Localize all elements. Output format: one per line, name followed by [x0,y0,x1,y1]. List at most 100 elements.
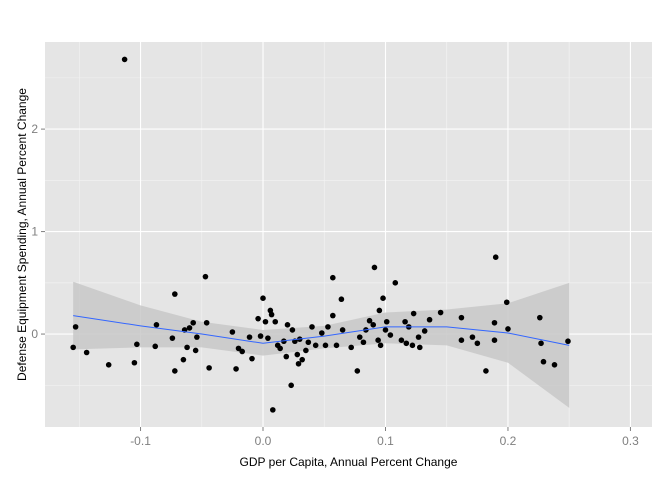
point [469,334,476,340]
point [283,353,290,360]
point [537,314,543,321]
point [398,337,405,344]
x-axis-label: GDP per Capita, Annual Percent Change [240,455,458,469]
point [483,368,489,374]
point [262,318,269,325]
y-tick-label: 1 [31,225,38,239]
point [371,264,378,271]
point [387,332,394,338]
point [239,348,245,355]
point [255,315,261,322]
x-tick-label: 0.3 [622,434,639,448]
point [299,356,306,363]
point [330,312,336,319]
point [152,343,159,350]
point [415,334,422,340]
point [268,311,275,318]
point [131,359,138,366]
x-tick-label: 0.1 [377,434,394,448]
point [186,325,193,331]
point [382,327,389,333]
y-axis-label: Defense Equipment Spending, Annual Perce… [15,88,29,381]
point [356,334,363,340]
point [322,342,329,349]
point [153,322,160,328]
point [272,318,279,325]
point [246,334,253,340]
point [503,299,510,306]
point [540,358,547,365]
point [180,356,187,363]
point [492,254,499,260]
x-tick-label: -0.1 [130,434,151,448]
point [72,324,79,330]
point [366,317,373,324]
point [192,347,199,354]
point [339,327,346,333]
point [491,319,498,326]
point [410,310,417,317]
point [206,365,212,371]
point [284,322,291,328]
point [551,361,558,368]
point [383,318,390,325]
point [233,366,239,372]
point [190,319,196,326]
point [380,295,386,301]
point [288,382,294,389]
point [360,339,367,346]
point [270,407,276,413]
point [121,56,128,63]
point [303,347,309,354]
point [105,361,112,368]
x-tick-label: 0.0 [255,434,272,448]
point [330,274,336,281]
point [295,360,302,367]
point [202,273,209,280]
y-tick-label: 2 [31,122,38,136]
point [409,342,416,349]
point [370,322,377,328]
point [565,338,571,345]
point [257,333,264,339]
point [458,314,465,321]
point [474,340,481,347]
point [421,328,428,334]
point [194,334,200,340]
point [229,329,236,335]
point [402,318,408,325]
point [294,351,301,358]
x-tick-label: 0.2 [500,434,517,448]
point [376,307,383,314]
point [172,291,178,297]
point [312,342,319,349]
point [169,335,176,341]
point [265,335,271,341]
point [437,309,444,316]
point [277,345,283,352]
point [134,341,140,348]
point [338,296,345,303]
point [377,342,384,349]
point [348,344,354,351]
point [416,344,423,351]
point [309,324,315,330]
point [333,342,340,349]
point [70,344,76,351]
point [249,355,255,362]
confidence-band [73,281,570,408]
point [392,280,399,286]
point [491,337,498,344]
point [260,295,266,301]
point [325,324,331,330]
point [172,368,178,374]
y-tick-label: 0 [31,327,38,341]
point [289,327,296,333]
smooth-line [73,315,570,346]
point [83,349,90,356]
point [203,319,210,326]
point [538,340,544,347]
point [354,368,361,374]
point [403,340,410,347]
